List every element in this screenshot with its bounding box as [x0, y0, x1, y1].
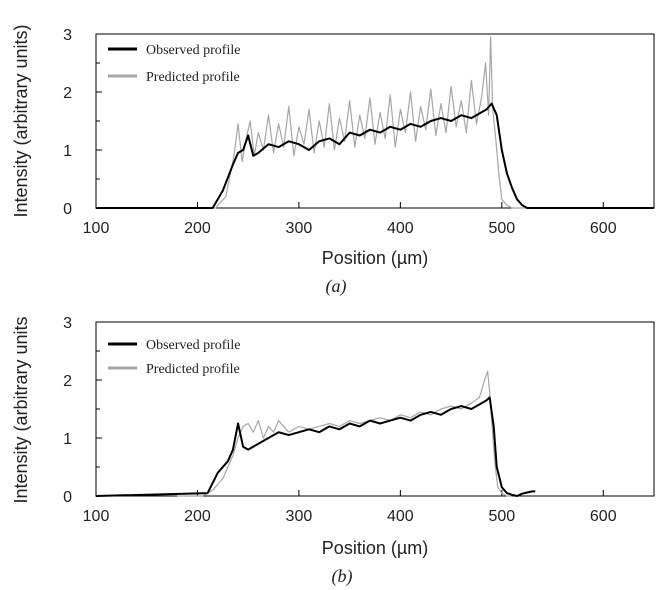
panel-a-y-tick-label: 3	[63, 27, 72, 44]
panel-a-x-tick-label: 100	[83, 220, 110, 237]
panel-a-series	[96, 36, 654, 209]
panel-b-series-predicted	[177, 370, 512, 497]
panel-b-series-observed	[95, 396, 536, 497]
panel-b-x-tick-label: 600	[590, 508, 617, 525]
panel-b-legend: Observed profile Predicted profile	[108, 338, 240, 377]
panel-a-x-tick-label: 400	[387, 220, 414, 237]
panel-b-x-ticks: 100 200 300 400 500 600	[83, 490, 617, 525]
panel-b-series	[95, 370, 536, 497]
panel-b-legend-label-predicted: Predicted profile	[146, 362, 240, 377]
panel-a-chart: 0 1 2 3 100 200 300 400 500 600 Position (µm) In…	[11, 24, 655, 297]
panel-b-y-axis-label: Intensity (arbitrary units	[11, 316, 31, 503]
panel-b-x-tick-label: 400	[387, 508, 414, 525]
panel-a-legend: Observed profile Predicted profile	[108, 43, 240, 85]
panel-a-y-tick-label: 0	[63, 201, 72, 218]
panel-b-chart: 0 1 2 3 100 200 300 400 500 600 Position (µm) In…	[11, 315, 655, 587]
panel-b-x-tick-label: 300	[286, 508, 313, 525]
panel-b-x-tick-label: 200	[184, 508, 211, 525]
panel-a-legend-label-observed: Observed profile	[146, 43, 240, 58]
panel-b-x-tick-label: 500	[488, 508, 515, 525]
panel-a-legend-label-predicted: Predicted profile	[146, 70, 240, 85]
panel-b-y-tick-label: 2	[63, 373, 72, 390]
panel-a-x-tick-label: 200	[184, 220, 211, 237]
panel-b-legend-label-observed: Observed profile	[146, 338, 240, 353]
panel-a-y-tick-label: 1	[63, 143, 72, 160]
panel-b-y-tick-label: 3	[63, 315, 72, 332]
panel-a-x-axis-label: Position (µm)	[322, 248, 428, 268]
panel-a-x-tick-label: 300	[286, 220, 313, 237]
panel-a-label: (a)	[326, 276, 347, 297]
panel-b-x-tick-label: 100	[83, 508, 110, 525]
panel-a-x-tick-label: 500	[488, 220, 515, 237]
panel-a-y-axis-label: Intensity (arbitrary units)	[11, 24, 31, 217]
panel-a-y-ticks: 0 1 2 3	[63, 27, 102, 218]
panel-a-plot-area	[95, 33, 655, 209]
panel-a-series-predicted	[96, 36, 654, 209]
panel-b-y-tick-label: 1	[63, 431, 72, 448]
panel-b-y-tick-label: 0	[63, 489, 72, 506]
panel-a-series-observed	[96, 102, 654, 209]
panel-a-y-tick-label: 2	[63, 85, 72, 102]
panel-b-y-ticks: 0 1 2 3	[63, 315, 102, 506]
panel-b-label: (b)	[332, 566, 353, 587]
panel-a-x-ticks: 100 200 300 400 500 600	[83, 202, 617, 237]
panel-b-x-axis-label: Position (µm)	[322, 538, 428, 558]
panel-a-x-tick-label: 600	[590, 220, 617, 237]
